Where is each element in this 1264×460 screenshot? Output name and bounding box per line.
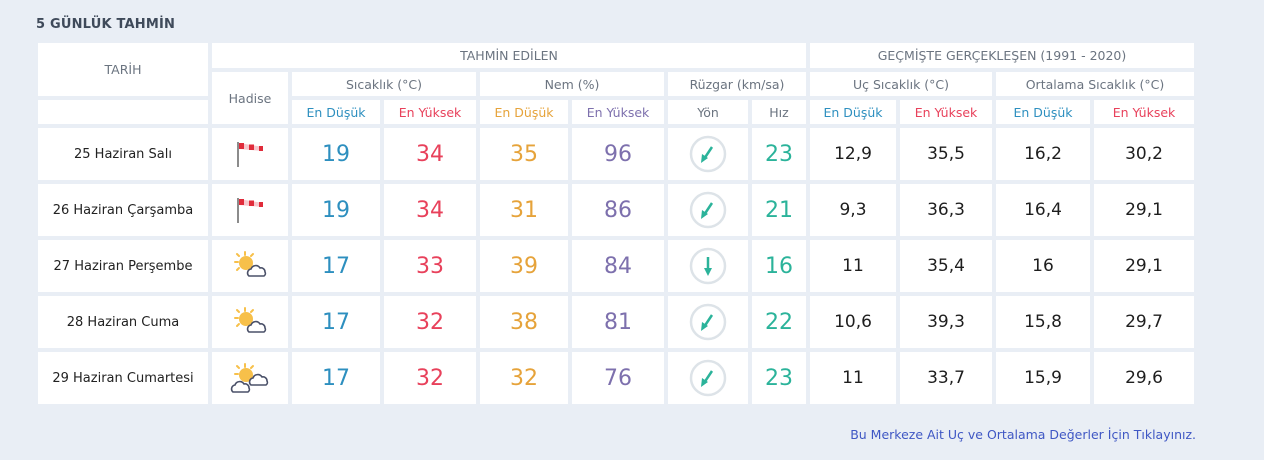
- weather-cell: [212, 128, 288, 180]
- extreme-max: 39,3: [900, 296, 992, 348]
- wind-direction-cell: [668, 240, 748, 292]
- weather-cell: [212, 240, 288, 292]
- section-title: 5 GÜNLÜK TAHMİN: [36, 17, 176, 32]
- date-cell: 28 Haziran Cuma: [38, 296, 208, 348]
- forecast-table: TARİH TAHMİN EDİLEN GEÇMİŞTE GERÇEKLEŞEN…: [34, 39, 1198, 408]
- header-ortalama: Ortalama Sıcaklık (°C): [996, 72, 1194, 96]
- avg-max: 29,6: [1094, 352, 1194, 404]
- humidity-min: 35: [480, 128, 568, 180]
- header-uc: Uç Sıcaklık (°C): [810, 72, 992, 96]
- windy-flag-icon: [212, 139, 288, 169]
- temp-max: 34: [384, 184, 476, 236]
- header-ort-min: En Düşük: [996, 100, 1090, 124]
- extreme-max: 35,5: [900, 128, 992, 180]
- extreme-min: 11: [810, 352, 896, 404]
- humidity-max: 96: [572, 128, 664, 180]
- wind-speed: 21: [752, 184, 806, 236]
- avg-min: 16,4: [996, 184, 1090, 236]
- avg-max: 30,2: [1094, 128, 1194, 180]
- avg-min: 15,8: [996, 296, 1090, 348]
- humidity-min: 31: [480, 184, 568, 236]
- temp-min: 17: [292, 296, 380, 348]
- temp-min: 19: [292, 128, 380, 180]
- windy-flag-icon: [212, 195, 288, 225]
- extreme-min: 10,6: [810, 296, 896, 348]
- table-row: 27 Haziran Perşembe 17 33 39 84 16 11 35…: [38, 240, 1194, 292]
- extreme-min: 11: [810, 240, 896, 292]
- header-tarih: TARİH: [38, 43, 208, 96]
- avg-max: 29,1: [1094, 240, 1194, 292]
- date-cell: 27 Haziran Perşembe: [38, 240, 208, 292]
- header-hiz: Hız: [752, 100, 806, 124]
- humidity-min: 39: [480, 240, 568, 292]
- table-row: 29 Haziran Cumartesi 17 32 32 76 23 11 3…: [38, 352, 1194, 404]
- avg-min: 15,9: [996, 352, 1090, 404]
- table-row: 28 Haziran Cuma 17 32 38 81 22 10,6 39,3…: [38, 296, 1194, 348]
- temp-min: 17: [292, 352, 380, 404]
- header-yon: Yön: [668, 100, 748, 124]
- wind-speed: 22: [752, 296, 806, 348]
- humidity-max: 86: [572, 184, 664, 236]
- extreme-min: 12,9: [810, 128, 896, 180]
- wind-speed: 23: [752, 128, 806, 180]
- header-sicaklik-min: En Düşük: [292, 100, 380, 124]
- extreme-max: 36,3: [900, 184, 992, 236]
- avg-max: 29,7: [1094, 296, 1194, 348]
- date-cell: 25 Haziran Salı: [38, 128, 208, 180]
- extreme-max: 33,7: [900, 352, 992, 404]
- temp-min: 19: [292, 184, 380, 236]
- temp-max: 34: [384, 128, 476, 180]
- humidity-max: 81: [572, 296, 664, 348]
- extreme-max: 35,4: [900, 240, 992, 292]
- partly-cloudy-icon: [212, 250, 288, 282]
- humidity-min: 38: [480, 296, 568, 348]
- wind-speed: 23: [752, 352, 806, 404]
- wind-direction-cell: [668, 128, 748, 180]
- weather-cell: [212, 296, 288, 348]
- temp-min: 17: [292, 240, 380, 292]
- humidity-max: 84: [572, 240, 664, 292]
- temp-max: 32: [384, 296, 476, 348]
- header-nem-min: En Düşük: [480, 100, 568, 124]
- avg-min: 16: [996, 240, 1090, 292]
- avg-max: 29,1: [1094, 184, 1194, 236]
- header-uc-min: En Düşük: [810, 100, 896, 124]
- weather-cell: [212, 184, 288, 236]
- wind-direction-cell: [668, 352, 748, 404]
- wind-direction-cell: [668, 296, 748, 348]
- header-hadise: Hadise: [212, 72, 288, 124]
- header-nem: Nem (%): [480, 72, 664, 96]
- header-gecmis: GEÇMİŞTE GERÇEKLEŞEN (1991 - 2020): [810, 43, 1194, 68]
- partly-cloudy-icon: [212, 306, 288, 338]
- wind-speed: 16: [752, 240, 806, 292]
- table-row: 26 Haziran Çarşamba 19 34 31 86 21 9,3 3…: [38, 184, 1194, 236]
- date-cell: 29 Haziran Cumartesi: [38, 352, 208, 404]
- avg-min: 16,2: [996, 128, 1090, 180]
- wind-southwest-arrow-icon: [689, 191, 727, 229]
- mostly-cloudy-icon: [212, 362, 288, 394]
- header-sicaklik-max: En Yüksek: [384, 100, 476, 124]
- wind-southwest-arrow-icon: [689, 359, 727, 397]
- header-nem-max: En Yüksek: [572, 100, 664, 124]
- header-ruzgar: Rüzgar (km/sa): [668, 72, 806, 96]
- extreme-min: 9,3: [810, 184, 896, 236]
- table-row: 25 Haziran Salı 19 34 35 96 23 12,9 35,5…: [38, 128, 1194, 180]
- humidity-min: 32: [480, 352, 568, 404]
- header-tahmin: TAHMİN EDİLEN: [212, 43, 806, 68]
- temp-max: 32: [384, 352, 476, 404]
- header-uc-max: En Yüksek: [900, 100, 992, 124]
- humidity-max: 76: [572, 352, 664, 404]
- header-ort-max: En Yüksek: [1094, 100, 1194, 124]
- wind-southwest-arrow-icon: [689, 135, 727, 173]
- date-cell: 26 Haziran Çarşamba: [38, 184, 208, 236]
- header-sicaklik: Sıcaklık (°C): [292, 72, 476, 96]
- header-spacer: [38, 100, 208, 124]
- station-extremes-link[interactable]: Bu Merkeze Ait Uç ve Ortalama Değerler İ…: [850, 427, 1196, 442]
- wind-southwest-arrow-icon: [689, 303, 727, 341]
- wind-south-arrow-icon: [689, 247, 727, 285]
- temp-max: 33: [384, 240, 476, 292]
- weather-cell: [212, 352, 288, 404]
- wind-direction-cell: [668, 184, 748, 236]
